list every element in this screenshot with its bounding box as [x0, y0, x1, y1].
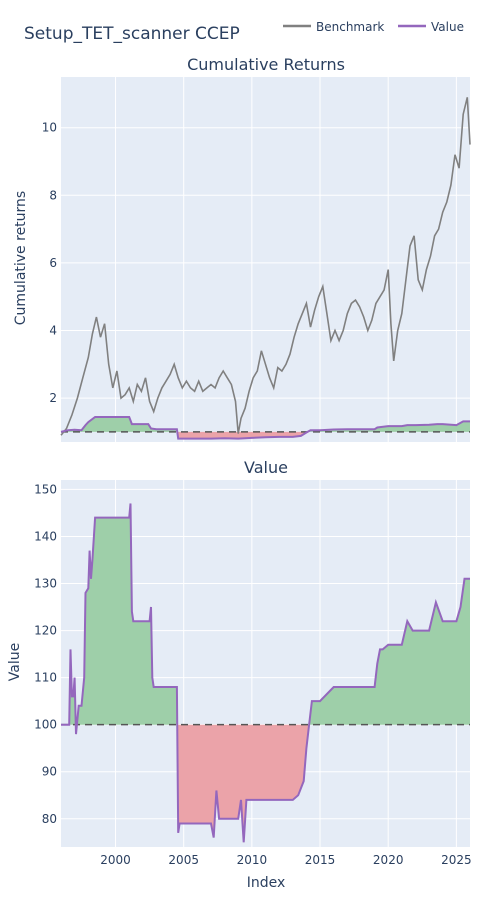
x-tick-label: 2015 — [305, 853, 336, 867]
x-tick-label: 2000 — [100, 853, 131, 867]
x-tick-label: 2005 — [168, 853, 199, 867]
top-grid — [61, 77, 470, 442]
cumulative-returns-panel: 2 4 6 8 10 Cumulative Returns Cumulative ret… — [13, 55, 471, 442]
y-tick-label: 4 — [49, 323, 57, 337]
x-tick-labels: 2000 2005 2010 2015 2020 2025 — [100, 853, 471, 867]
loss-area — [177, 724, 310, 843]
y-tick-label: 90 — [42, 765, 57, 779]
gain-area — [61, 417, 178, 432]
bottom-y-tick-labels: 80 90 100 110 120 130 140 150 — [34, 482, 57, 825]
top-y-tick-labels: 2 4 6 8 10 — [42, 121, 57, 405]
y-tick-label: 120 — [34, 624, 57, 638]
top-panel-title: Cumulative Returns — [187, 55, 345, 74]
x-tick-label: 2010 — [237, 853, 268, 867]
gain-area — [61, 649, 76, 725]
legend[interactable]: Benchmark Value — [283, 20, 464, 34]
y-tick-label: 100 — [34, 718, 57, 732]
legend-benchmark-label[interactable]: Benchmark — [316, 20, 384, 34]
gain-area — [309, 578, 470, 725]
x-tick-label: 2020 — [373, 853, 404, 867]
x-axis-label: Index — [247, 875, 286, 891]
top-plot-background — [61, 77, 470, 442]
figure-title: Setup_TET_scanner CCEP — [24, 24, 240, 44]
y-tick-label: 110 — [34, 671, 57, 685]
benchmark-line — [60, 97, 471, 436]
bottom-y-axis-label: Value — [7, 643, 23, 681]
y-tick-label: 8 — [49, 188, 57, 202]
value-line-bottom — [61, 503, 470, 843]
y-tick-label: 140 — [34, 529, 57, 543]
top-y-axis-label: Cumulative returns — [13, 191, 29, 325]
bottom-panel-title: Value — [244, 458, 288, 477]
x-tick-label: 2025 — [441, 853, 472, 867]
y-tick-label: 10 — [42, 121, 57, 135]
value-line-top — [60, 416, 470, 440]
y-tick-label: 6 — [49, 256, 57, 270]
y-tick-label: 80 — [42, 812, 57, 826]
y-tick-label: 130 — [34, 577, 57, 591]
y-tick-label: 2 — [49, 391, 57, 405]
legend-value-label[interactable]: Value — [431, 20, 464, 34]
y-tick-label: 150 — [34, 482, 57, 496]
